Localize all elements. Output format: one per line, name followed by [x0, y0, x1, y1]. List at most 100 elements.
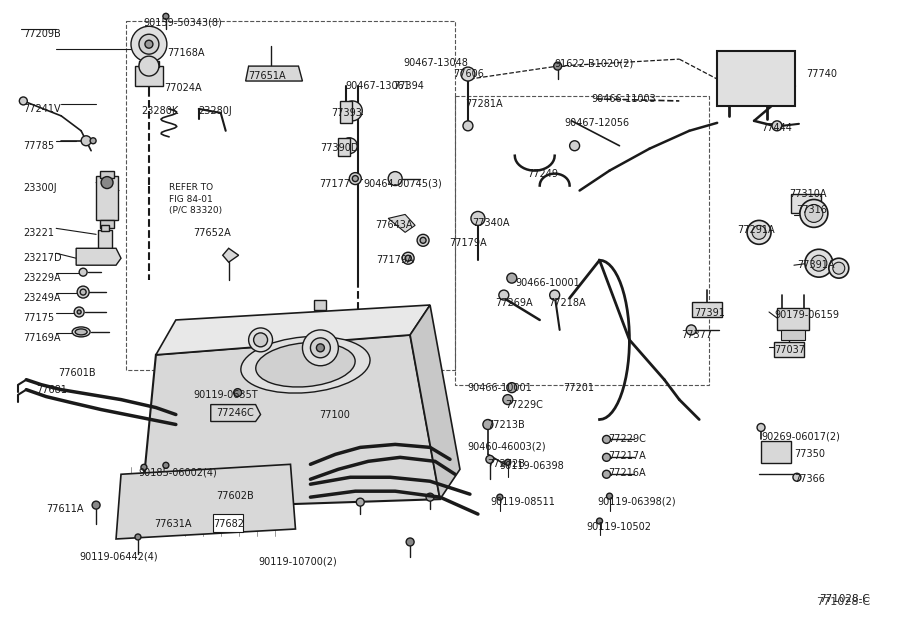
Circle shape [505, 460, 511, 465]
Text: 77175: 77175 [23, 313, 54, 323]
Circle shape [131, 26, 166, 62]
Text: 77100: 77100 [320, 410, 350, 420]
Circle shape [499, 290, 508, 300]
Circle shape [81, 136, 91, 146]
Text: 77631A: 77631A [154, 519, 192, 529]
Circle shape [135, 534, 141, 540]
Text: 90460-46003(2): 90460-46003(2) [467, 442, 545, 451]
Bar [791, 194, 821, 214]
Text: 77391A: 77391A [796, 260, 834, 270]
Text: 77291A: 77291A [737, 225, 775, 235]
Circle shape [772, 121, 782, 131]
Bar [761, 442, 791, 463]
Text: 77241V: 77241V [23, 104, 61, 114]
Text: 77740: 77740 [806, 69, 837, 79]
Circle shape [163, 462, 169, 468]
Polygon shape [222, 248, 239, 262]
Bar [777, 308, 809, 330]
Text: 23221: 23221 [23, 229, 54, 238]
Polygon shape [211, 404, 261, 422]
Circle shape [163, 13, 169, 19]
Ellipse shape [256, 343, 356, 387]
Circle shape [172, 500, 180, 508]
Text: 77602B: 77602B [216, 491, 254, 501]
Text: 77606: 77606 [453, 69, 484, 79]
Text: 77216A: 77216A [608, 468, 646, 478]
Bar [100, 220, 114, 229]
Circle shape [417, 234, 429, 247]
Circle shape [463, 121, 473, 131]
Circle shape [406, 538, 414, 546]
Circle shape [248, 328, 273, 352]
Circle shape [829, 258, 849, 278]
Circle shape [602, 435, 610, 443]
Text: 77785: 77785 [23, 141, 54, 151]
Circle shape [602, 453, 610, 461]
Text: 90466-10001: 90466-10001 [467, 383, 532, 392]
Text: 90466-11003: 90466-11003 [591, 94, 656, 104]
Circle shape [302, 330, 338, 366]
Polygon shape [246, 66, 302, 81]
Circle shape [341, 138, 357, 154]
Text: 77316: 77316 [796, 206, 827, 215]
Circle shape [19, 97, 27, 105]
Text: 77209B: 77209B [23, 29, 61, 39]
Text: 77377: 77377 [681, 330, 713, 340]
Bar [692, 302, 722, 317]
Ellipse shape [241, 337, 370, 393]
Text: 77024A: 77024A [164, 83, 202, 93]
Circle shape [507, 383, 517, 392]
Bar [139, 61, 159, 67]
Polygon shape [76, 248, 121, 265]
Bar [717, 51, 795, 106]
Text: 771028-C: 771028-C [816, 597, 870, 607]
Circle shape [570, 141, 580, 151]
Circle shape [141, 465, 147, 470]
Bar [126, 21, 455, 369]
Circle shape [461, 67, 475, 81]
Text: 23300J: 23300J [23, 183, 57, 193]
Text: 23249A: 23249A [23, 293, 61, 303]
Text: 77281A: 77281A [465, 99, 502, 109]
Circle shape [405, 255, 411, 261]
Circle shape [550, 290, 560, 300]
Text: 23280J: 23280J [198, 106, 231, 116]
Text: 77269A: 77269A [495, 298, 533, 308]
Text: 77390D: 77390D [320, 143, 359, 153]
Text: 77340A: 77340A [472, 219, 509, 229]
Text: 23280K: 23280K [141, 106, 178, 116]
Bar [314, 300, 327, 310]
Text: 90467-13061: 90467-13061 [346, 81, 410, 91]
Bar [96, 176, 118, 220]
Text: 77179A: 77179A [449, 238, 487, 248]
Text: 77643A: 77643A [375, 220, 413, 230]
Text: 77169A: 77169A [23, 333, 61, 343]
Circle shape [420, 237, 426, 243]
Text: 90467-13048: 90467-13048 [403, 58, 468, 68]
Circle shape [342, 101, 363, 121]
Text: 90119-10502: 90119-10502 [587, 522, 652, 532]
Text: 77681: 77681 [36, 384, 68, 395]
Text: REFER TO: REFER TO [169, 183, 213, 191]
Circle shape [92, 501, 100, 509]
Text: 77229C: 77229C [505, 399, 543, 410]
Text: 77177: 77177 [320, 179, 350, 189]
Circle shape [254, 333, 267, 347]
Circle shape [426, 493, 434, 501]
Polygon shape [388, 214, 415, 232]
Circle shape [607, 493, 613, 499]
Circle shape [687, 325, 697, 335]
Text: 77201: 77201 [563, 383, 595, 392]
Bar [338, 138, 350, 156]
Text: 77249: 77249 [526, 169, 558, 179]
Circle shape [832, 262, 845, 274]
Text: (P/C 83320): (P/C 83320) [169, 206, 222, 215]
Text: 77611A: 77611A [46, 504, 84, 514]
Circle shape [356, 498, 365, 506]
Text: 77310A: 77310A [789, 189, 826, 199]
Polygon shape [156, 305, 430, 355]
Circle shape [310, 338, 330, 358]
Circle shape [317, 344, 324, 352]
Text: 90119-0635T: 90119-0635T [194, 389, 258, 400]
Circle shape [388, 171, 402, 186]
